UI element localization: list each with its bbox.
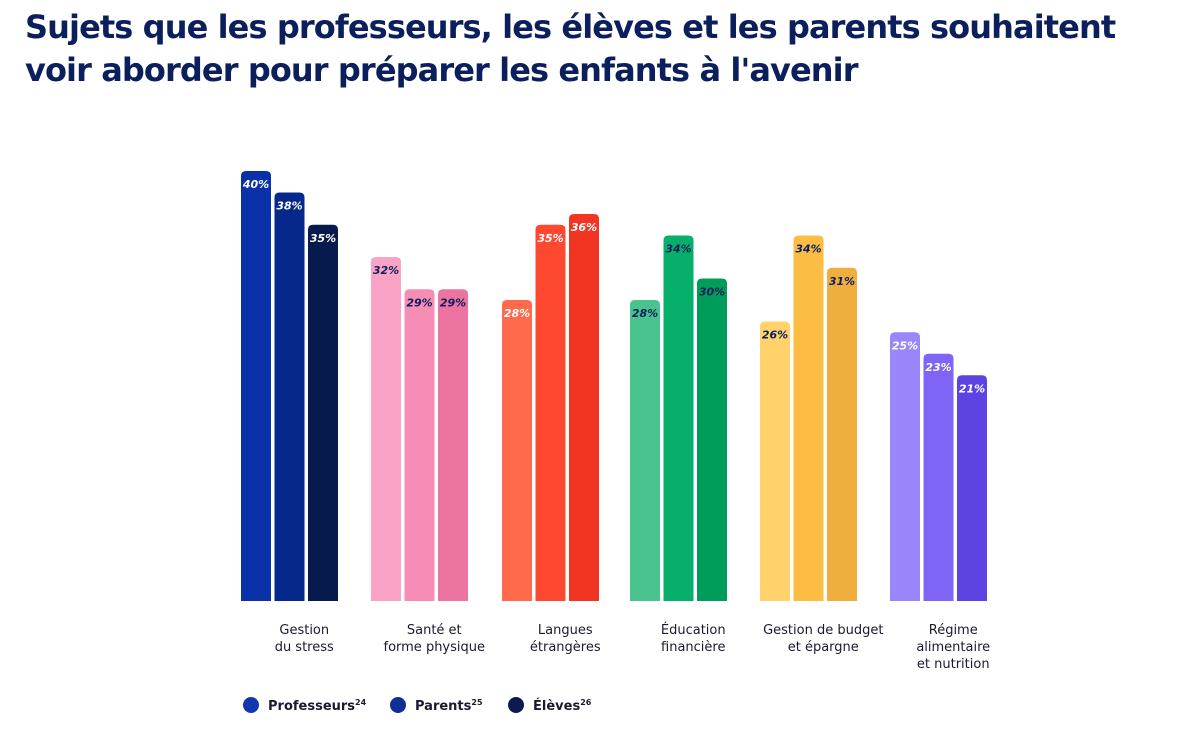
bar-4-parents (663, 235, 694, 601)
category-label: Éducation (661, 622, 726, 638)
bar-6-parents (923, 353, 954, 601)
category-label: Langues (538, 623, 593, 638)
bar-2-lves (438, 289, 468, 601)
bar-value-label: 28% (632, 307, 658, 320)
bar-3-lves (569, 214, 599, 601)
legend-item-parents: Parents25 (390, 697, 483, 714)
category-label: étrangères (530, 640, 601, 655)
legend-label: Élèves26 (533, 698, 592, 714)
legend-item-professeurs: Professeurs24 (243, 697, 367, 714)
bar-value-label: 21% (959, 382, 985, 395)
legend-swatch (508, 697, 524, 713)
bar-1-professeurs (241, 171, 271, 601)
category-label: Gestion (279, 623, 329, 638)
category-label: financière (661, 640, 725, 655)
bar-6-lves (957, 375, 987, 601)
bar-value-label: 32% (373, 264, 399, 277)
bar-value-label: 36% (571, 221, 597, 234)
bar-value-label: 29% (406, 296, 432, 309)
bar-value-label: 26% (762, 329, 788, 342)
bar-value-label: 25% (892, 339, 918, 352)
bar-2-parents (404, 289, 435, 601)
legend-footnote: 25 (471, 698, 483, 707)
bar-6-professeurs (890, 332, 920, 601)
category-label: Gestion de budget (763, 623, 883, 638)
bar-value-label: 23% (925, 361, 951, 374)
bar-1-parents (274, 192, 305, 601)
bar-4-lves (697, 278, 727, 601)
category-label: Régime (929, 623, 978, 638)
bar-2-professeurs (371, 257, 401, 601)
category-label: Santé et (407, 623, 462, 638)
bar-value-label: 40% (242, 178, 269, 191)
legend-swatch (243, 697, 259, 713)
bar-value-label: 38% (276, 200, 302, 213)
bar-value-label: 34% (795, 243, 821, 256)
category-label: forme physique (384, 640, 486, 655)
bar-3-professeurs (502, 300, 532, 601)
bar-5-professeurs (760, 321, 790, 601)
category-label: du stress (275, 640, 334, 655)
bar-value-label: 31% (829, 275, 855, 288)
category-label: et nutrition (917, 657, 990, 672)
legend-label: Parents25 (415, 698, 483, 714)
legend-label: Professeurs24 (268, 698, 367, 714)
category-label: alimentaire (916, 640, 990, 655)
bar-value-label: 29% (440, 296, 466, 309)
bar-5-parents (793, 235, 824, 601)
legend-item-lves: Élèves26 (508, 697, 592, 714)
bar-value-label: 34% (665, 243, 691, 256)
bar-4-professeurs (630, 300, 660, 601)
bar-value-label: 28% (504, 307, 530, 320)
bar-1-lves (308, 224, 338, 601)
chart-title: Sujets que les professeurs, les élèves e… (25, 8, 1116, 89)
category-label: et épargne (788, 640, 859, 655)
legend-footnote: 24 (355, 698, 367, 707)
legend-swatch (390, 697, 406, 713)
bar-5-lves (827, 267, 857, 601)
bar-value-label: 35% (310, 232, 336, 245)
bar-3-parents (535, 224, 566, 601)
bar-value-label: 30% (699, 286, 725, 299)
bar-value-label: 35% (537, 232, 563, 245)
legend-footnote: 26 (580, 698, 592, 707)
